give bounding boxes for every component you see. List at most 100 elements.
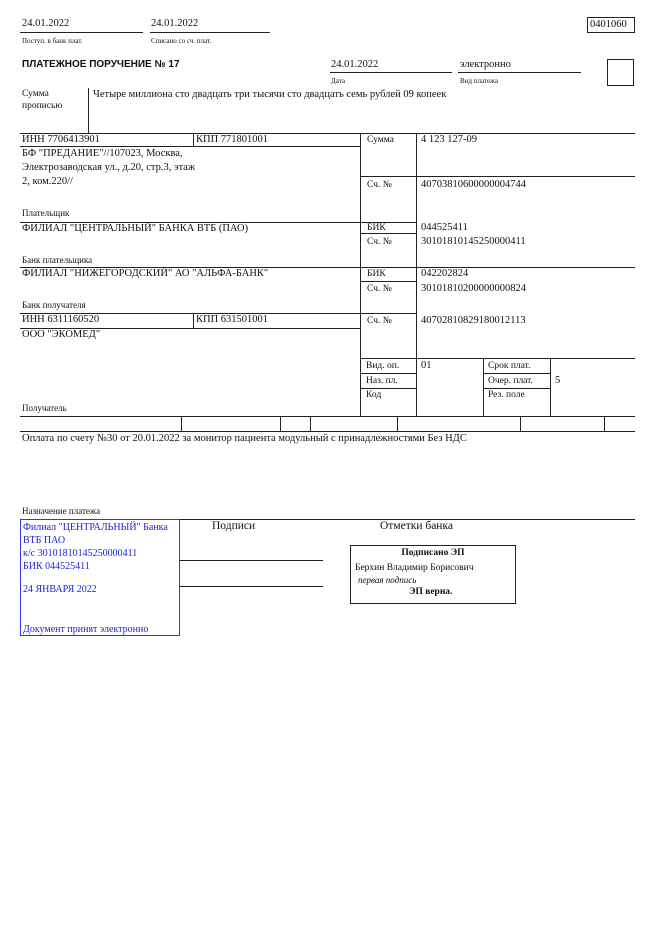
- payee-account-label: Сч. №: [367, 316, 392, 326]
- divider: [360, 358, 635, 359]
- divider: [150, 32, 270, 33]
- payer-bank-account: 30101810145250000411: [421, 236, 526, 247]
- page-title: ПЛАТЕЖНОЕ ПОРУЧЕНИЕ № 17: [22, 59, 180, 70]
- divider: [360, 388, 416, 389]
- date-label: Дата: [331, 77, 345, 85]
- amount-words-label-1: Сумма: [22, 89, 49, 99]
- payee-kpp: КПП 631501001: [196, 314, 269, 325]
- payee-account: 40702810829180012113: [421, 315, 526, 326]
- checkbox-box: [607, 59, 634, 86]
- e-signature-box: Подписано ЭП Берхин Владимир Борисович п…: [350, 545, 516, 604]
- signatures-label: Подписи: [212, 520, 256, 532]
- stamp-date: 24 ЯНВАРЯ 2022: [23, 584, 97, 595]
- payment-purpose-label: Назначение платежа: [22, 506, 101, 516]
- payee-name: ООО "ЭКОМЕД": [22, 329, 101, 340]
- divider: [193, 133, 194, 146]
- divider: [483, 358, 484, 416]
- divider: [20, 32, 143, 33]
- purpose-code-label: Наз. пл.: [366, 376, 398, 386]
- divider: [280, 416, 281, 431]
- payment-purpose: Оплата по счету №30 от 20.01.2022 за мон…: [22, 433, 467, 444]
- debited-label: Списано со сч. плат.: [151, 37, 212, 45]
- payee-inn: ИНН 6311160520: [22, 314, 100, 325]
- divider: [360, 373, 416, 374]
- divider: [360, 281, 416, 282]
- op-type-label: Вид. оп.: [366, 361, 400, 371]
- payer-bik-label: БИК: [367, 223, 386, 233]
- received-label: Поступ. в банк плат.: [22, 37, 83, 45]
- payee-bank-label: Банк получателя: [22, 300, 86, 310]
- e-signature-title: Подписано ЭП: [401, 548, 465, 558]
- payee-bik-label: БИК: [367, 269, 386, 279]
- debited-date: 24.01.2022: [151, 18, 199, 29]
- payer-kpp: КПП 771801001: [196, 134, 269, 145]
- e-signature-role: первая подпись: [358, 575, 417, 585]
- e-signature-status: ЭП верна.: [409, 587, 453, 597]
- form-code-box: 0401060: [587, 17, 635, 33]
- divider: [20, 146, 360, 147]
- amount-words-label-2: прописью: [22, 101, 63, 111]
- payer-bik: 044525411: [421, 222, 468, 233]
- divider: [20, 313, 416, 314]
- payee-bik: 042202824: [421, 268, 469, 279]
- form-code: 0401060: [590, 19, 627, 30]
- divider: [20, 222, 416, 223]
- payer-name-1: БФ "ПРЕДАНИЕ"//107023, Москва,: [22, 148, 183, 159]
- divider: [193, 313, 194, 328]
- payer-name-3: 2, ком.220//: [22, 176, 73, 187]
- payer-name-2: Электрозаводская ул., д.20, стр.3, этаж: [22, 162, 196, 173]
- received-date: 24.01.2022: [22, 18, 70, 29]
- divider: [181, 416, 182, 431]
- reserve-label: Рез. поле: [488, 390, 525, 400]
- divider: [20, 133, 635, 134]
- divider: [483, 373, 550, 374]
- payee-label: Получатель: [22, 403, 67, 413]
- divider: [520, 416, 521, 431]
- code-label: Код: [366, 390, 382, 400]
- divider: [20, 267, 635, 268]
- payment-type-label: Вид платежа: [460, 77, 499, 85]
- divider: [20, 328, 360, 329]
- payer-bank-account-label: Сч. №: [367, 237, 392, 247]
- payee-bank-account-label: Сч. №: [367, 284, 392, 294]
- signature-line: [180, 586, 323, 587]
- term-label: Срок плат.: [488, 361, 531, 371]
- payee-bank-account: 30101810200000000824: [421, 283, 526, 294]
- amount-label: Сумма: [367, 135, 394, 145]
- divider: [88, 88, 89, 133]
- stamp-line-4: БИК 044525411: [23, 561, 90, 572]
- priority-label: Очер. плат.: [488, 376, 533, 386]
- divider: [330, 72, 452, 73]
- payer-bank-name: ФИЛИАЛ "ЦЕНТРАЛЬНЫЙ" БАНКА ВТБ (ПАО): [22, 223, 249, 234]
- payer-account: 40703810600000004744: [421, 179, 526, 190]
- payee-bank-name: ФИЛИАЛ "НИЖЕГОРОДСКИЙ" АО "АЛЬФА-БАНК": [22, 268, 269, 279]
- order-date: 24.01.2022: [331, 59, 379, 70]
- payment-type: электронно: [460, 59, 511, 70]
- divider: [550, 358, 551, 416]
- divider: [483, 388, 550, 389]
- divider: [310, 416, 311, 431]
- stamp-line-2: ВТБ ПАО: [23, 535, 66, 546]
- payer-label: Плательщик: [22, 208, 70, 218]
- bank-stamp: Филиал "ЦЕНТРАЛЬНЫЙ" Банка ВТБ ПАО к/с 3…: [20, 519, 180, 636]
- divider: [20, 519, 635, 520]
- amount-words: Четыре миллиона сто двадцать три тысячи …: [93, 89, 447, 100]
- divider: [397, 416, 398, 431]
- bank-marks-label: Отметки банка: [380, 520, 453, 532]
- divider: [360, 233, 416, 234]
- op-type: 01: [421, 360, 432, 371]
- stamp-note: Документ принят электронно: [23, 624, 149, 635]
- divider: [360, 133, 361, 416]
- divider: [458, 72, 581, 73]
- priority: 5: [555, 375, 561, 386]
- divider: [360, 176, 635, 177]
- divider: [20, 431, 635, 432]
- payer-inn: ИНН 7706413901: [22, 134, 100, 145]
- payer-account-label: Сч. №: [367, 180, 392, 190]
- e-signature-signer: Берхин Владимир Борисович: [355, 563, 474, 573]
- divider: [604, 416, 605, 431]
- divider: [20, 416, 635, 417]
- amount: 4 123 127-09: [421, 134, 477, 145]
- payer-bank-label: Банк плательщика: [22, 255, 93, 265]
